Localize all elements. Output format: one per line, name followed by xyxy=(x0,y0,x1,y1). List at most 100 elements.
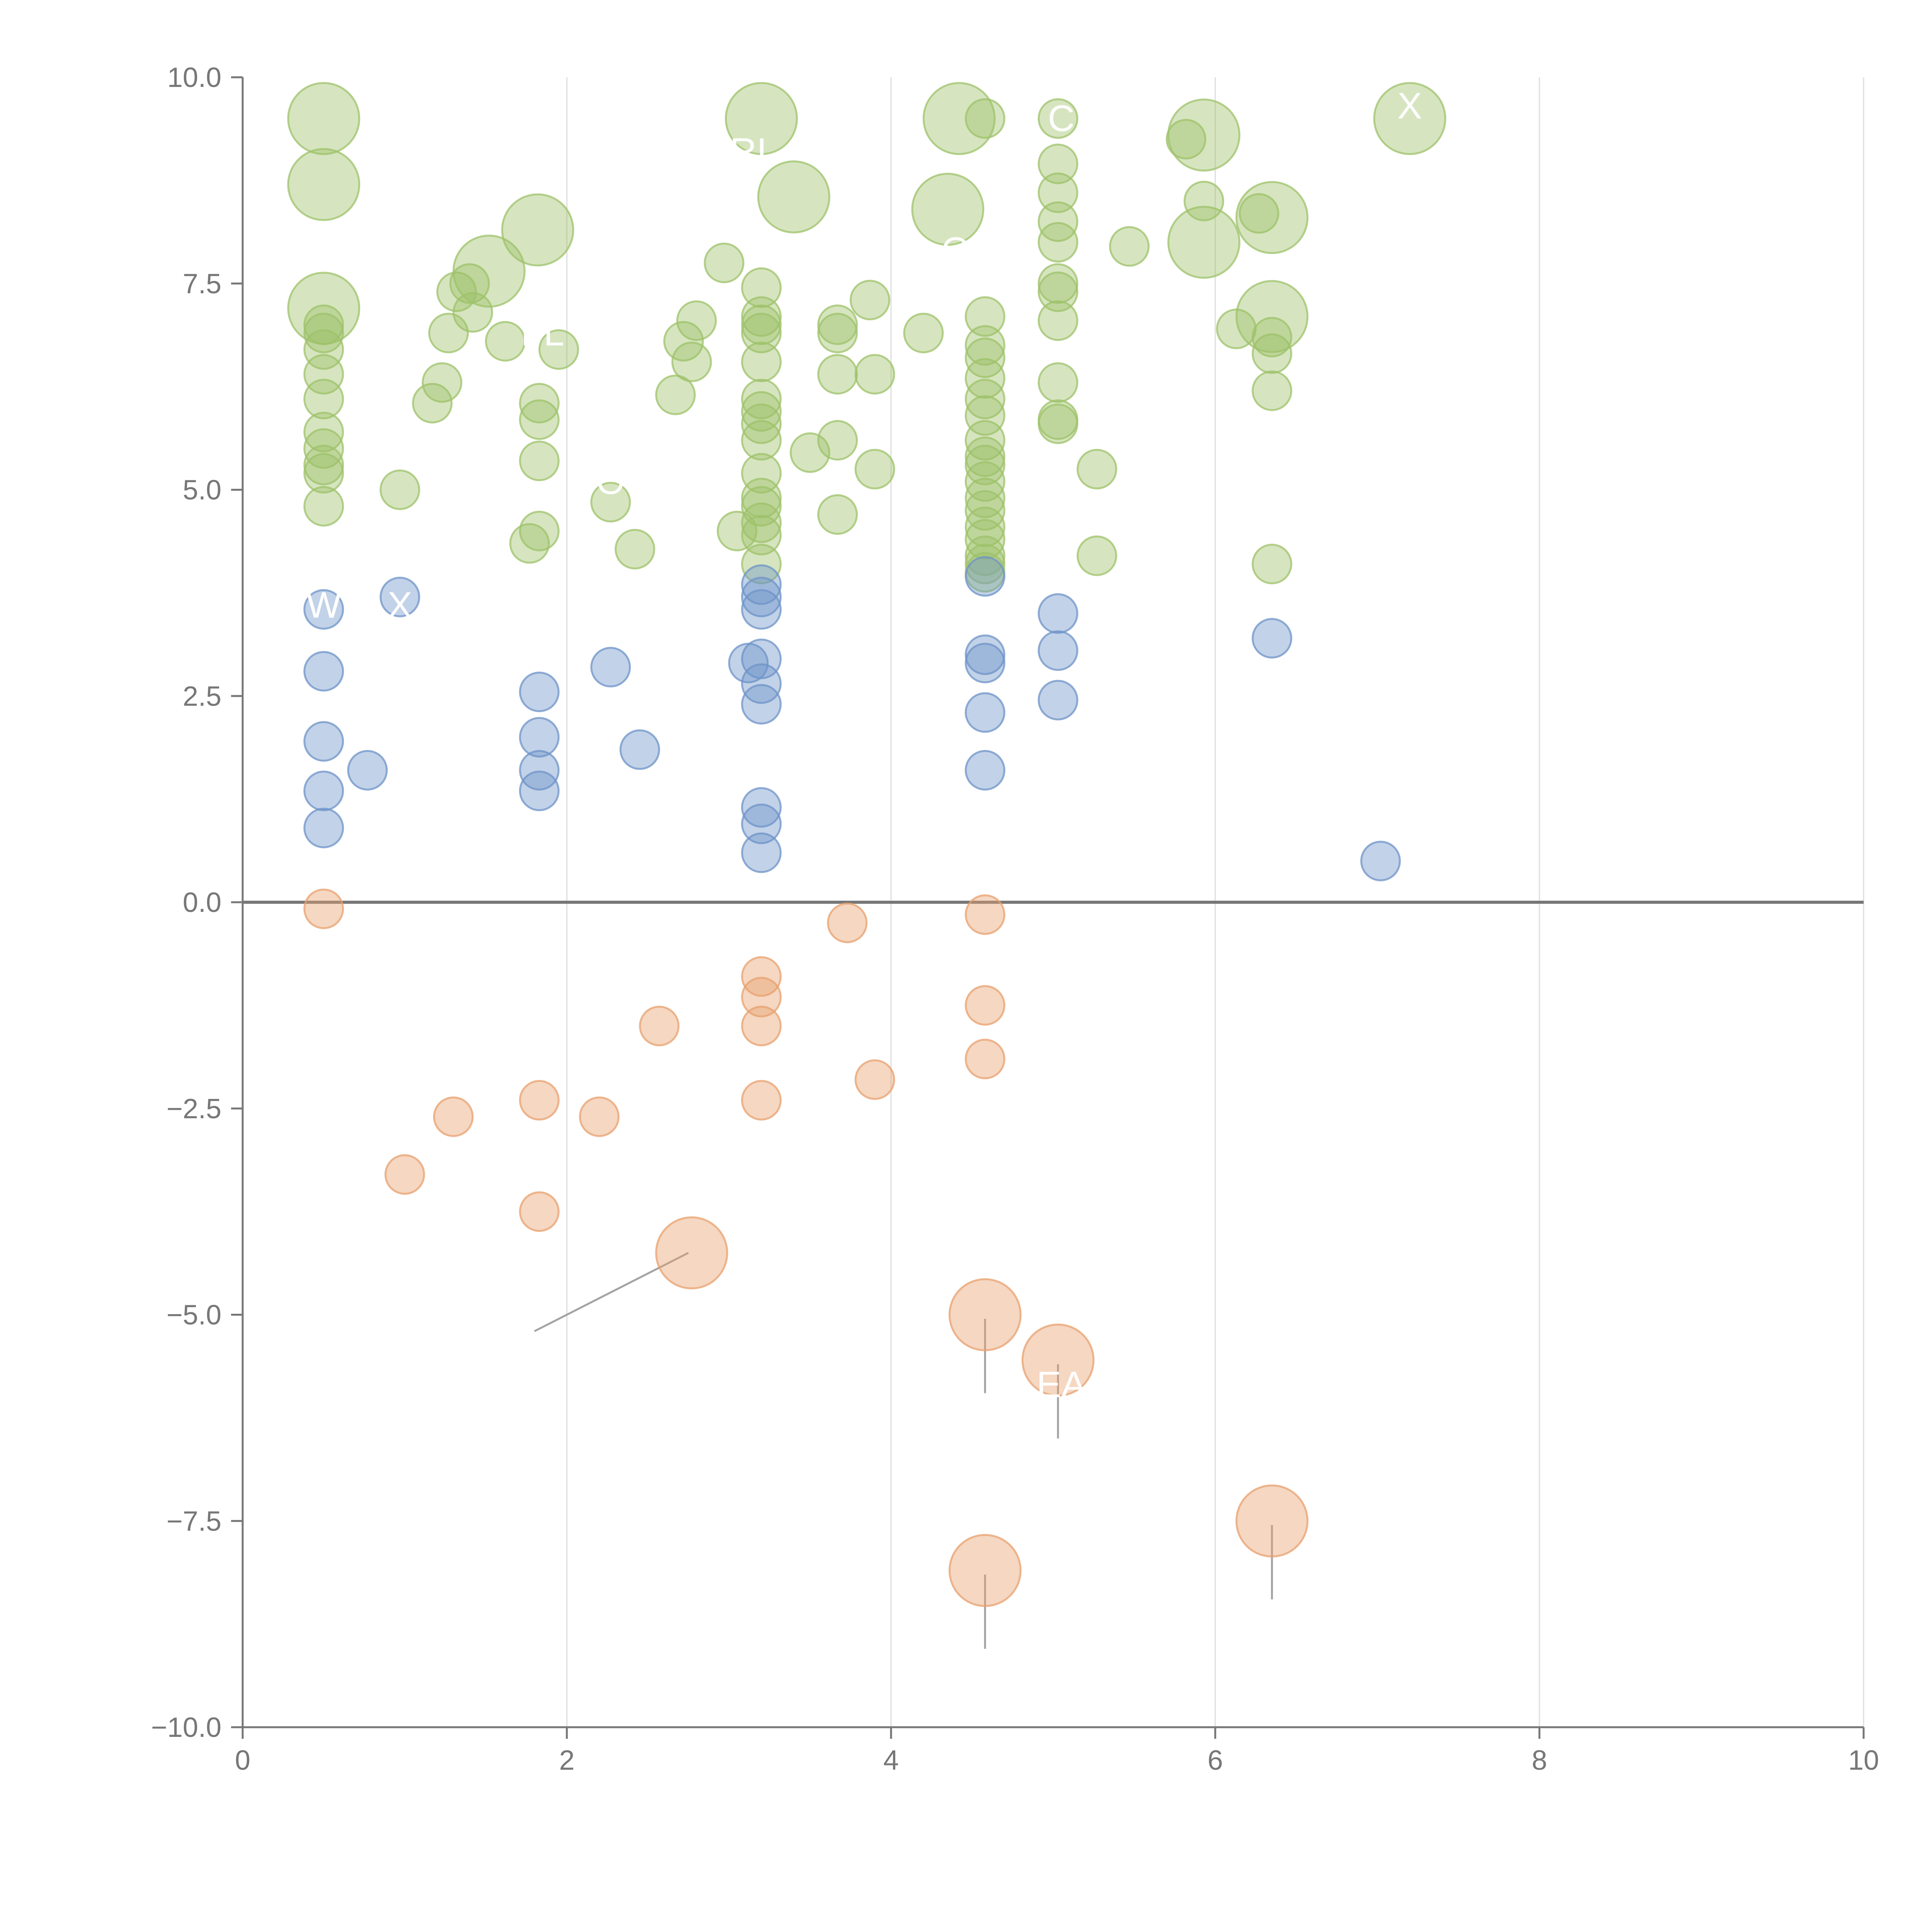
point-green xyxy=(1037,263,1078,304)
point-green xyxy=(1252,544,1293,585)
y-tick-label: 2.5 xyxy=(183,681,221,712)
annotations: RI FL C X O P W X O EA xyxy=(306,85,1422,1405)
point-green xyxy=(741,453,782,494)
point-blue xyxy=(303,808,344,849)
x-tick-label: 6 xyxy=(1208,1745,1223,1776)
point-green xyxy=(287,148,361,221)
y-tick-label: −10.0 xyxy=(151,1712,221,1743)
point-blue xyxy=(964,556,1005,597)
point-green xyxy=(741,296,782,337)
point-green xyxy=(1373,82,1446,155)
leader-line xyxy=(745,118,762,132)
point-green xyxy=(741,544,782,585)
point-green xyxy=(964,461,1005,502)
point-orange xyxy=(741,1005,782,1046)
point-blue xyxy=(379,577,420,617)
x-tick-label: 10 xyxy=(1848,1745,1879,1776)
annotation-label: X xyxy=(388,584,412,626)
leader-line xyxy=(1271,316,1297,334)
y-tick-label: −7.5 xyxy=(167,1506,221,1537)
point-green xyxy=(303,444,344,485)
point-orange xyxy=(964,985,1005,1026)
point-green xyxy=(1037,201,1078,242)
point-orange xyxy=(948,1534,1022,1607)
point-green xyxy=(519,383,560,423)
annotation-label: C xyxy=(1048,98,1075,139)
leader-line xyxy=(534,1252,689,1332)
leader-line xyxy=(958,118,970,209)
point-green xyxy=(741,313,782,354)
point-green xyxy=(1037,98,1078,139)
point-green xyxy=(676,300,717,341)
point-green xyxy=(1235,181,1309,254)
point-blue xyxy=(741,564,782,605)
point-orange xyxy=(519,1080,560,1121)
point-green xyxy=(436,271,477,312)
point-green xyxy=(741,486,782,527)
point-green xyxy=(741,304,782,345)
leader-line xyxy=(947,209,965,226)
point-blue xyxy=(741,589,782,630)
point-green xyxy=(741,391,782,432)
point-orange xyxy=(1235,1484,1309,1558)
point-green xyxy=(964,337,1005,378)
point-green xyxy=(452,292,493,333)
point-green xyxy=(303,379,344,420)
annotation-label: FL xyxy=(521,312,564,354)
point-green xyxy=(1252,370,1293,411)
y-tick-label: −2.5 xyxy=(167,1094,221,1124)
point-blue xyxy=(964,643,1005,684)
point-green xyxy=(1037,300,1078,341)
point-blue xyxy=(1037,630,1078,671)
x-tick-label: 4 xyxy=(883,1745,899,1776)
point-green xyxy=(1077,535,1117,576)
point-green xyxy=(817,313,858,354)
point-orange xyxy=(964,1039,1005,1080)
axes: −10.0 −7.5 −5.0 −2.5 0.0 2.5 5.0 7.5 10.0 0 2 4 6 8 10 xyxy=(151,62,1879,1776)
point-green xyxy=(1235,280,1309,353)
point-green xyxy=(1167,98,1241,172)
point-orange xyxy=(1021,1323,1095,1397)
point-blue xyxy=(619,729,660,770)
point-blue xyxy=(741,663,782,704)
point-green xyxy=(538,329,579,370)
point-blue xyxy=(1252,618,1293,659)
point-green xyxy=(741,267,782,308)
annotation-label: W xyxy=(306,584,341,626)
point-green xyxy=(964,395,1005,436)
point-green xyxy=(964,379,1005,420)
leader-line xyxy=(793,175,814,197)
point-green xyxy=(964,507,1005,548)
point-green xyxy=(1037,271,1078,312)
y-tick-label: −5.0 xyxy=(167,1300,221,1331)
point-green xyxy=(501,193,574,267)
point-green xyxy=(422,362,463,403)
point-blue xyxy=(519,770,560,811)
point-blue xyxy=(303,589,344,630)
point-blue xyxy=(303,721,344,762)
point-green xyxy=(1167,206,1241,279)
annotation-label: O xyxy=(941,230,970,271)
y-tick-label: 0.0 xyxy=(183,887,221,918)
point-green xyxy=(903,313,944,354)
point-blue xyxy=(347,750,388,791)
point-orange xyxy=(741,956,782,997)
point-green xyxy=(817,494,858,535)
point-blue xyxy=(519,672,560,713)
point-green xyxy=(817,420,858,461)
point-green xyxy=(379,469,420,510)
point-green xyxy=(964,478,1005,519)
point-blue xyxy=(519,750,560,791)
point-green xyxy=(303,428,344,469)
point-orange xyxy=(827,902,868,943)
point-orange xyxy=(741,1080,782,1121)
point-blue xyxy=(303,770,344,811)
point-blue xyxy=(741,684,782,725)
x-tick-label: 2 xyxy=(559,1745,575,1776)
point-green xyxy=(485,321,526,362)
point-green xyxy=(1252,333,1293,374)
point-blue xyxy=(741,803,782,844)
point-green xyxy=(519,510,560,551)
point-orange xyxy=(854,1059,895,1100)
point-green xyxy=(964,544,1005,585)
